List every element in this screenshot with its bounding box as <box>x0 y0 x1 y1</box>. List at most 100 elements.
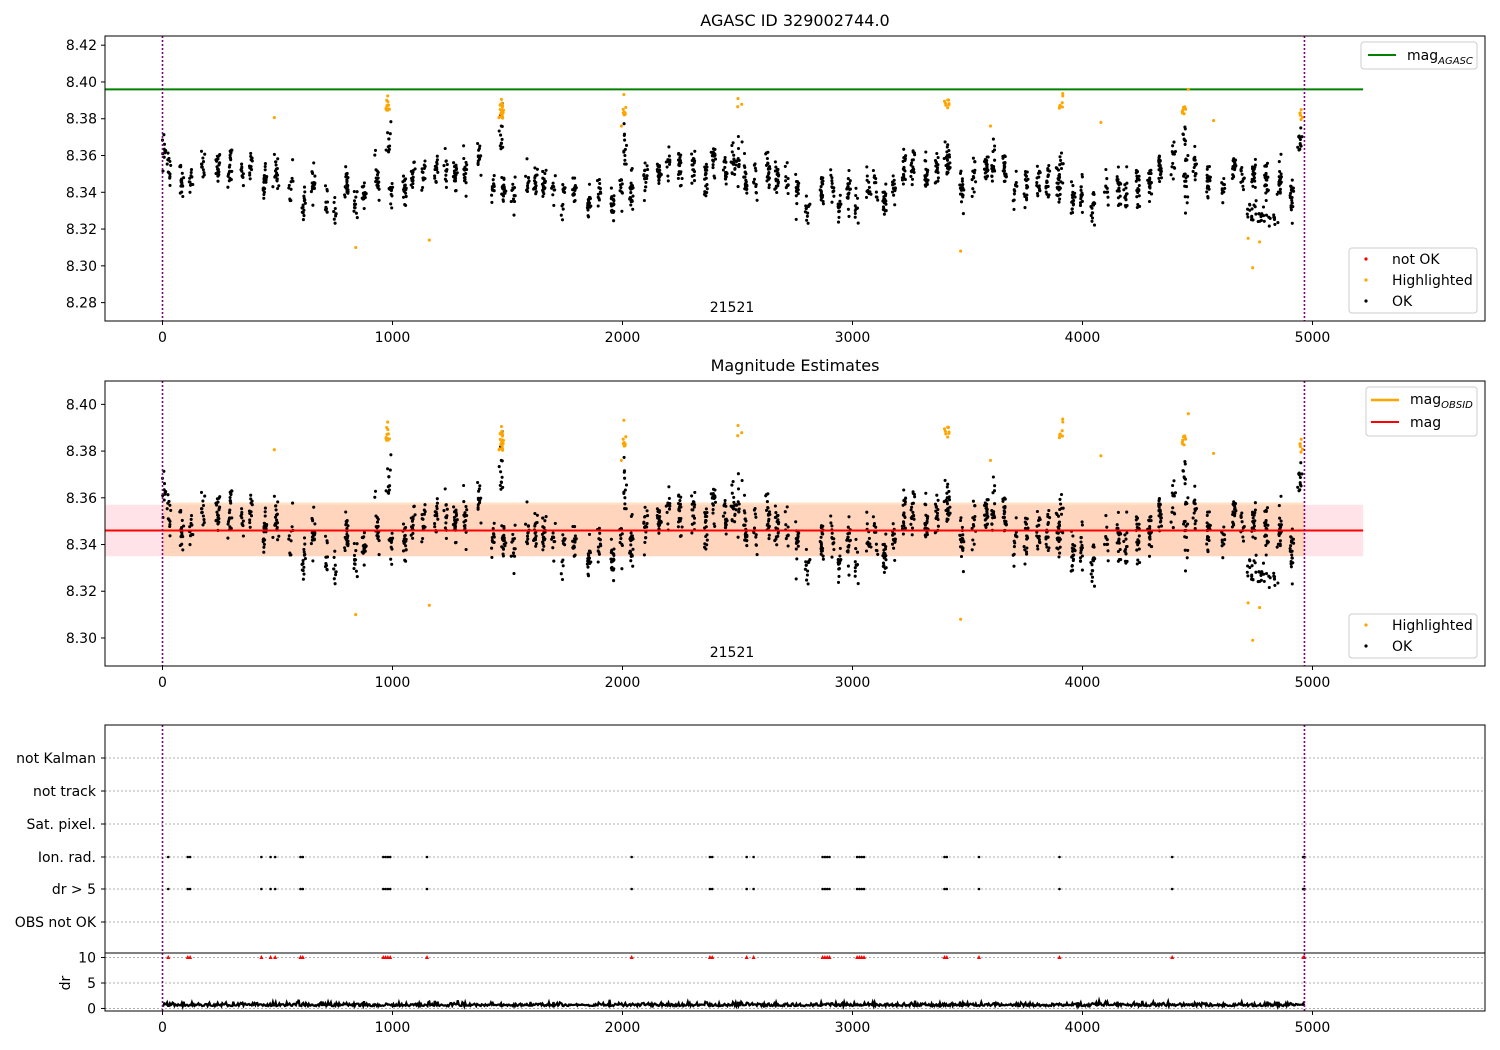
ok-point <box>837 574 841 578</box>
ok-point <box>444 173 448 177</box>
ok-point <box>333 221 337 225</box>
ok-point <box>1278 531 1282 535</box>
ok-point <box>1169 173 1173 177</box>
ok-point <box>1058 497 1062 501</box>
ok-point <box>248 173 252 177</box>
ok-point <box>1090 216 1095 220</box>
ok-point <box>623 476 627 480</box>
ok-point <box>462 500 466 504</box>
ok-point <box>620 209 624 213</box>
ok-point <box>744 180 748 184</box>
highlighted-point <box>947 98 951 102</box>
ok-point <box>535 520 539 525</box>
ok-point <box>1092 223 1097 227</box>
ok-point <box>1253 508 1257 512</box>
ok-point <box>1158 159 1162 163</box>
ok-point <box>552 559 556 563</box>
ok-point <box>534 192 538 196</box>
highlighted-point <box>1186 87 1190 91</box>
ok-point <box>1240 520 1244 524</box>
ok-point <box>836 206 841 210</box>
ok-point <box>704 194 708 198</box>
ok-point <box>1240 165 1244 170</box>
flag-point <box>188 887 192 891</box>
ok-point <box>1024 174 1028 178</box>
ok-point <box>753 166 757 170</box>
ok-point <box>302 547 306 551</box>
ok-point <box>910 177 915 181</box>
ok-point <box>1208 523 1212 527</box>
ok-point <box>783 510 787 514</box>
ok-point <box>1072 199 1076 203</box>
ok-point <box>971 538 975 542</box>
flag-row-label: not Kalman <box>16 751 96 767</box>
ok-point <box>737 502 741 506</box>
ok-point <box>1119 558 1123 562</box>
ok-point <box>711 163 715 167</box>
ok-point <box>1057 527 1061 531</box>
ok-point <box>1071 210 1075 215</box>
ok-point <box>1116 549 1120 554</box>
ok-point <box>179 508 183 512</box>
ok-point <box>847 515 851 519</box>
ok-point <box>167 499 171 503</box>
ok-point <box>302 185 307 189</box>
highlighted-point <box>500 111 504 115</box>
ok-point <box>345 180 349 184</box>
ok-point <box>764 152 768 156</box>
ok-point <box>587 532 592 536</box>
ok-point <box>596 192 600 196</box>
panel3-dr-trace <box>162 996 1306 1011</box>
ok-point <box>301 562 305 566</box>
ok-point <box>499 133 503 137</box>
ok-point <box>692 521 696 525</box>
ok-point <box>1264 553 1268 557</box>
highlighted-point <box>354 245 358 250</box>
highlighted-point <box>1061 417 1065 421</box>
ok-point <box>1046 548 1050 553</box>
ok-point <box>1222 176 1226 181</box>
panel3-frame <box>104 724 1486 1012</box>
highlighted-point <box>1181 435 1186 439</box>
ok-point <box>352 189 356 194</box>
ok-point <box>597 526 601 530</box>
ok-point <box>498 144 502 148</box>
ok-point <box>1124 547 1128 551</box>
ok-point <box>324 207 329 211</box>
ok-point <box>1183 460 1187 464</box>
ok-point <box>275 518 279 522</box>
panel2-ytick-label: 8.32 <box>66 584 97 600</box>
ok-point <box>332 209 336 214</box>
ok-point <box>250 159 254 163</box>
ok-point <box>228 495 232 500</box>
ok-point <box>1183 142 1187 146</box>
ok-point <box>984 525 988 529</box>
ok-point <box>1193 163 1197 167</box>
ok-point <box>375 520 380 524</box>
ok-point <box>1267 585 1271 590</box>
ok-point <box>972 171 976 175</box>
flag-point <box>855 855 859 859</box>
ok-point <box>629 531 633 535</box>
panel1-xtick-label: 5000 <box>1295 330 1331 346</box>
ok-point <box>786 525 790 529</box>
ok-point <box>856 221 860 225</box>
ok-point <box>893 558 897 562</box>
ok-point <box>1137 526 1141 530</box>
highlighted-point <box>498 115 502 119</box>
ok-point <box>502 533 506 537</box>
ok-point <box>990 179 994 183</box>
legend-not-ok-swatch <box>1364 257 1368 261</box>
ok-point <box>1158 179 1162 184</box>
ok-point <box>836 580 841 584</box>
ok-point <box>1059 512 1064 516</box>
ok-point <box>423 503 427 507</box>
ok-point <box>346 539 350 543</box>
ok-point <box>644 180 648 184</box>
ok-point <box>837 209 841 213</box>
ok-point <box>1185 556 1189 560</box>
ok-point <box>724 526 728 530</box>
highlighted-point <box>498 447 502 451</box>
panel1-ytick-label: 8.32 <box>66 222 97 238</box>
ok-point <box>629 181 633 185</box>
